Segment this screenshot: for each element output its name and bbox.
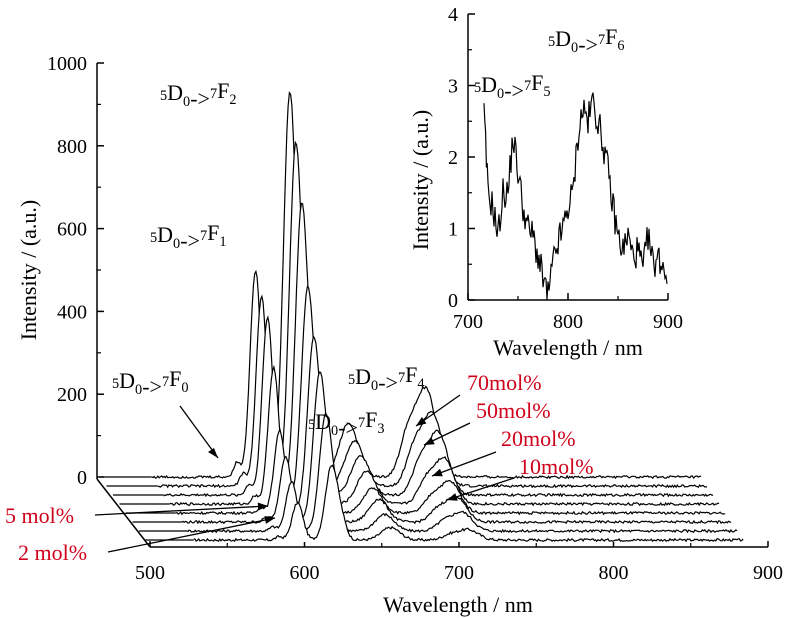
series-line [169,285,720,507]
x-axis-label: Wavelength / nm [383,592,533,617]
y-tick-label: 1000 [47,53,87,75]
concentration-label: 20mol% [501,426,576,451]
inset-labels: 5D0->7F5 5D0->7F6 [474,24,625,103]
inset-traces [483,92,668,300]
series-line [187,412,738,534]
inset-chart: 0 1 2 3 4 700 800 900 Wavelength / nm Intensity /… [408,4,683,360]
inset-y-tick-label: 2 [448,147,458,169]
concentration-arrow-line [446,477,515,501]
main-traces [100,91,745,543]
inset-y-tick-label: 3 [448,76,458,98]
peak-pointer-arrowhead [208,448,218,458]
inset-y-tick-label: 0 [448,290,458,312]
inset-peak-label: 5D0->7F5 [474,70,551,103]
inset-y-tick-label: 4 [448,4,458,26]
concentration-label: 50mol% [476,398,551,423]
concentration-arrowhead [432,468,443,477]
series-fill [193,465,745,542]
peak-label: 5D0->7F0 [112,366,189,399]
peak-label: 5D0->7F4 [348,362,425,395]
concentration-label: 2 mol% [18,540,87,565]
series-line [151,91,702,480]
peak-label: 5D0->7F1 [150,220,227,253]
inset-x-axis-label: Wavelength / nm [493,335,643,360]
concentration-arrowhead [424,437,435,445]
x-tick-label: 900 [753,562,783,584]
concentration-arrowhead [416,417,427,426]
inset-y-axis-label: Intensity / (a.u.) [408,110,433,251]
concentration-label: 70mol% [467,370,542,395]
x-tick-label: 600 [290,562,320,584]
inset-x-tick-label: 800 [553,311,583,333]
series-line [193,464,744,543]
y-tick-label: 400 [57,301,87,323]
concentration-arrowhead [264,516,275,524]
y-axis-label: Intensity / (a.u.) [16,200,41,341]
x-tick-label: 500 [135,562,165,584]
peak-label: 5D0->7F3 [308,407,385,440]
y-tick-label: 200 [57,384,87,406]
inset-x-tick-label: 900 [653,311,683,333]
concentration-arrowhead [447,493,458,501]
y-tick-label: 800 [57,136,87,158]
inset-y-tick-label: 1 [448,219,458,241]
y-tick-label: 600 [57,219,87,241]
inset-axes: 0 1 2 3 4 700 800 900 Wavelength / nm Intensity /… [408,4,683,360]
inset-peak-label: 5D0->7F6 [548,24,625,57]
concentration-label: 5 mol% [5,503,74,528]
concentration-arrowhead [257,502,268,511]
main-axes: 0 200 400 600 800 1000 Intensity / (a.u.) 500 60… [16,53,783,617]
inset-x-tick-label: 700 [453,311,483,333]
concentration-arrow-line [94,505,269,516]
series-line [157,140,708,489]
x-tick-label: 800 [599,562,629,584]
peak-label: 5D0->7F2 [160,78,237,111]
concentration-arrow-line [107,517,276,553]
series-line [163,202,714,498]
main-annotations: 70mol% 50mol% 20mol% 10mol% 5 mol% 2 mol% [5,370,594,565]
concentration-label: 10mol% [519,454,594,479]
inset-series-line [483,92,668,300]
main-labels: 5D0->7F0 5D0->7F1 5D0->7F2 5D0->7F3 5D0->7F4 [112,78,425,459]
main-chart: 0 200 400 600 800 1000 Intensity / (a.u.) 500 60… [5,53,783,617]
y-tick-label: 0 [77,467,87,489]
concentration-arrow-line [431,451,497,477]
x-tick-label: 700 [444,562,474,584]
peak-pointer-line [179,405,219,459]
